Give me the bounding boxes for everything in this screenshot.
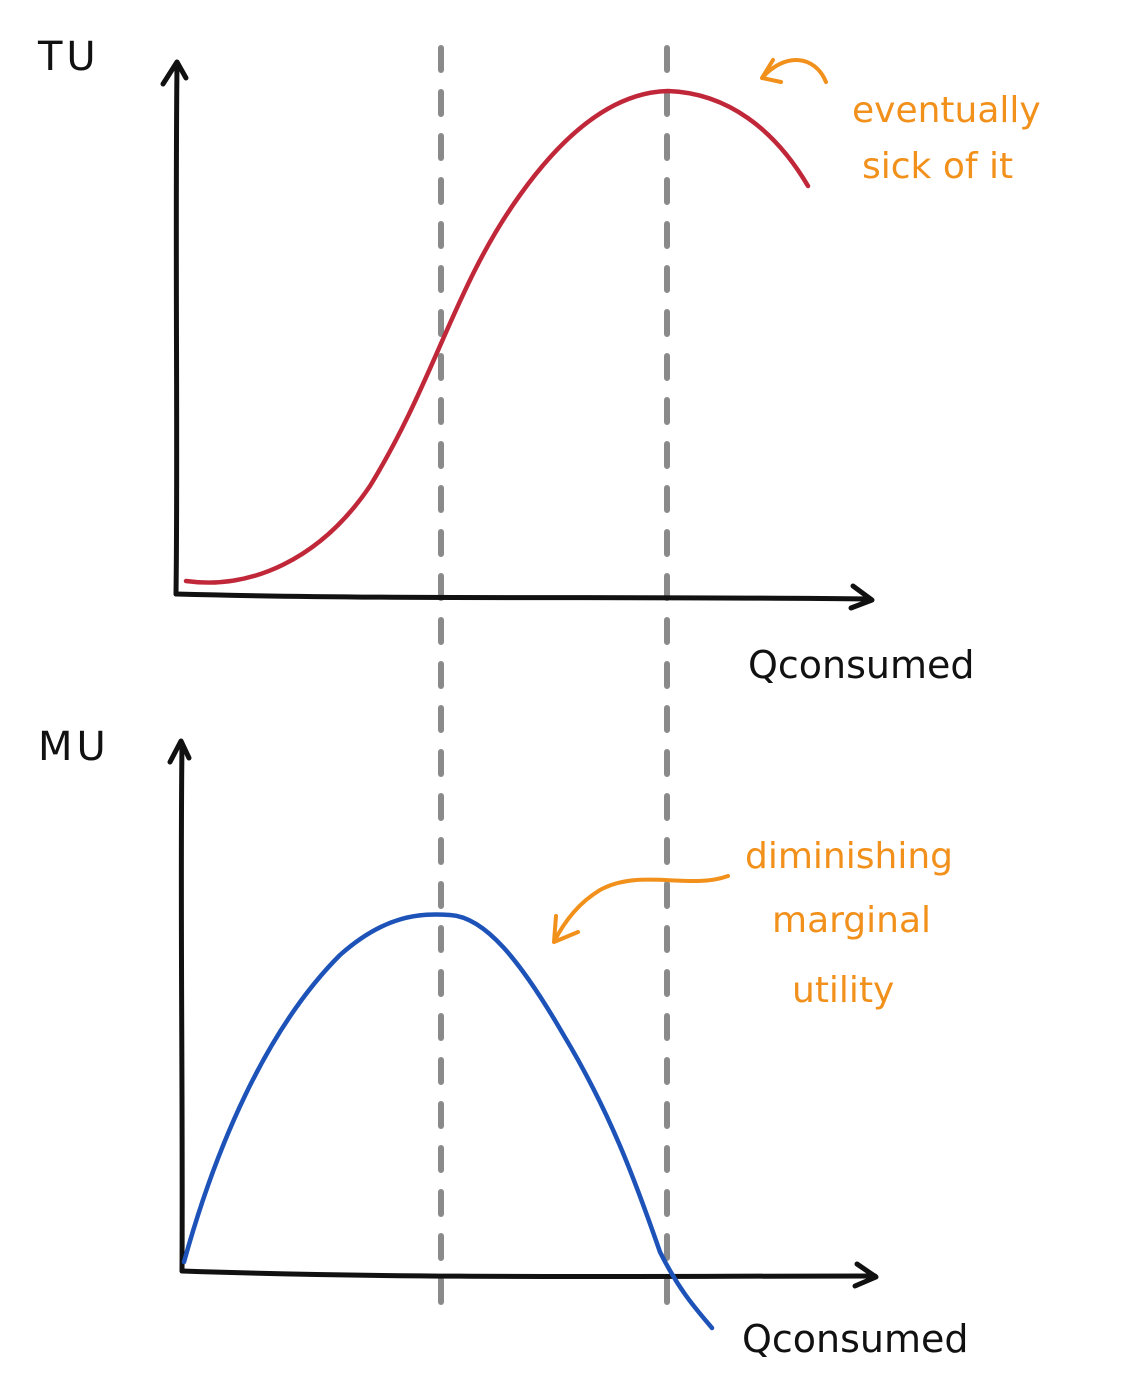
mu-annotation-arrow — [552, 874, 730, 944]
mu-annotation-line-2: marginal — [772, 900, 931, 941]
tu-x-axis-arrowhead — [848, 583, 875, 611]
mu-y-axis-arrowhead — [167, 738, 192, 765]
tu-annotation-line-2: sick of it — [862, 146, 1013, 187]
tu-y-axis-label: TU — [37, 34, 100, 80]
mu-x-axis-arrowhead — [852, 1261, 879, 1289]
tu-y-axis-arrowhead — [160, 59, 189, 87]
marginal-utility-curve — [181, 912, 715, 1331]
tu-y-axis — [173, 62, 180, 597]
tu-annotation-arrow — [760, 58, 828, 84]
mu-x-axis — [179, 1268, 878, 1280]
mu-x-axis-label: Qconsumed — [742, 1317, 969, 1361]
mu-y-axis-label: MU — [38, 724, 110, 770]
tu-x-axis — [173, 591, 873, 602]
marginal-utility-panel: MU Qconsumed diminishing marginal utilit… — [38, 724, 969, 1361]
mu-annotation-line-1: diminishing — [745, 836, 953, 877]
total-utility-panel: TU Qconsumed eventually sick of it — [37, 34, 1041, 687]
tu-annotation-line-1: eventually — [852, 90, 1041, 131]
mu-annotation-line-3: utility — [792, 970, 894, 1011]
tu-x-axis-label: Qconsumed — [748, 643, 975, 687]
mu-y-axis — [178, 742, 185, 1274]
total-utility-curve — [183, 88, 811, 585]
